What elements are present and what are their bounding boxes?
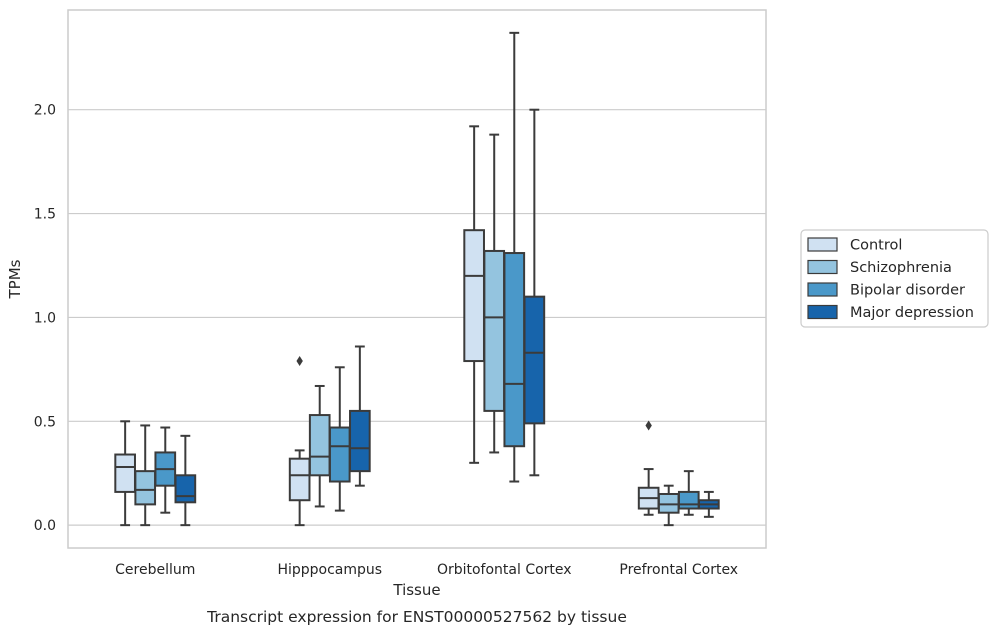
y-tick-label: 2.0 (34, 103, 56, 119)
y-tick-label: 1.5 (34, 207, 56, 223)
x-tick-label: Hipppocampus (277, 562, 382, 578)
outlier-point (645, 420, 652, 431)
legend-swatch (807, 259, 838, 275)
x-axis-ticks: Cerebellum Hipppocampus Orbitofontal Corte… (115, 562, 738, 578)
legend-swatch (807, 304, 838, 320)
box-prefrontal-cortex-major-depression (698, 490, 720, 518)
legend-swatch (807, 237, 838, 252)
iqr-box (503, 252, 526, 448)
iqr-box (114, 453, 136, 493)
legend-label: Bipolar disorder (850, 283, 965, 299)
y-tick-label: 0.0 (34, 518, 56, 534)
box-cerebellum-bipolar-disorder (154, 426, 177, 514)
legend-label: Major depression (850, 305, 974, 321)
iqr-box (328, 426, 351, 483)
x-tick-label: Prefrontal Cortex (619, 562, 738, 578)
box-cerebellum-major-depression (174, 434, 197, 527)
box-plots (114, 31, 720, 527)
iqr-box (288, 457, 311, 502)
iqr-box (677, 490, 700, 510)
box-orbitofontal-cortex-major-depression (523, 108, 546, 477)
y-axis-label: TPMs (6, 259, 24, 299)
iqr-box (463, 229, 485, 363)
legend-swatch (807, 282, 838, 297)
legend: Control Schizophrenia Bipolar disorder Majo… (800, 229, 989, 328)
x-axis-label: Tissue (392, 581, 440, 599)
box-cerebellum-control (114, 420, 136, 527)
box-cerebellum-schizophrenia (134, 424, 157, 527)
box-orbitofontal-cortex-schizophrenia (483, 133, 506, 454)
outlier-point (296, 356, 303, 367)
iqr-box (523, 295, 546, 425)
box-orbitofontal-cortex-bipolar-disorder (503, 31, 526, 483)
x-tick-label: Cerebellum (115, 562, 195, 578)
box-hipppocampus-major-depression (349, 345, 371, 487)
box-prefrontal-cortex-schizophrenia (657, 484, 680, 527)
plot-frame (67, 9, 767, 549)
iqr-box (134, 470, 157, 506)
legend-label: Control (850, 238, 902, 254)
box-hipppocampus-schizophrenia (308, 384, 331, 508)
iqr-box (483, 249, 506, 412)
box-hipppocampus-control (288, 356, 311, 527)
legend-frame (800, 229, 989, 328)
chart-caption: Transcript expression for ENST0000052756… (206, 608, 627, 626)
box-prefrontal-cortex-bipolar-disorder (677, 470, 700, 516)
iqr-box (349, 409, 371, 473)
y-axis-ticks: 0.0 0.5 1.0 1.5 2.0 (34, 103, 56, 534)
iqr-box (657, 492, 680, 514)
x-tick-label: Orbitofontal Cortex (437, 562, 572, 578)
iqr-box (174, 474, 197, 504)
y-tick-label: 0.5 (34, 414, 56, 430)
iqr-box (308, 414, 331, 477)
legend-label: Schizophrenia (850, 260, 952, 276)
y-tick-label: 1.0 (34, 310, 56, 326)
